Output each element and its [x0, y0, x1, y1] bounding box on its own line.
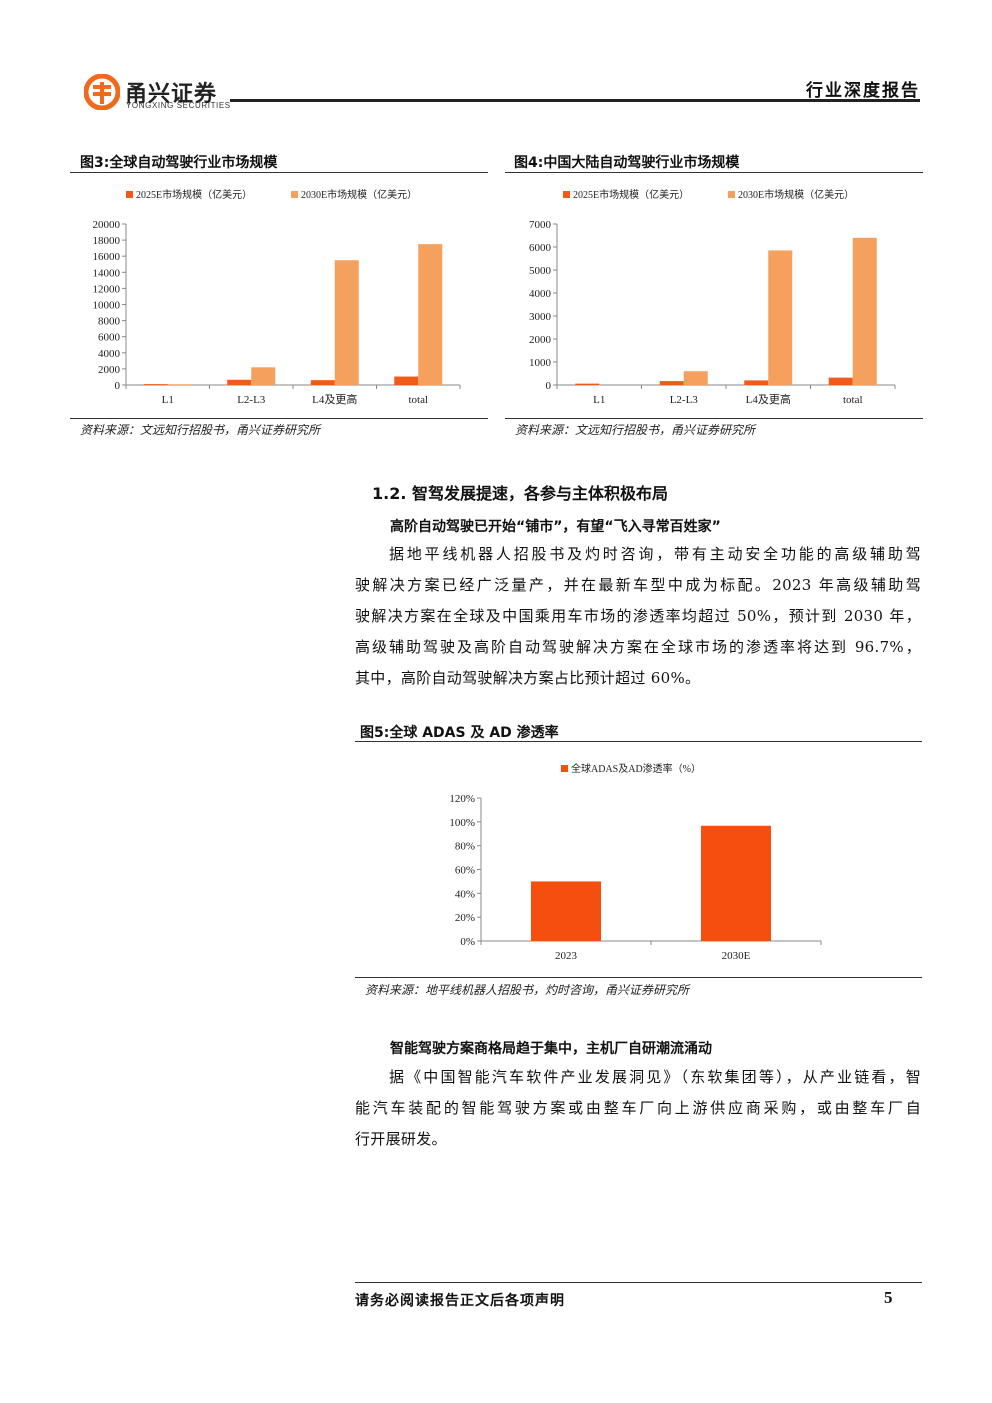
company-name-en: YONGXING SECURITIES	[126, 101, 231, 110]
fig3-source: 资料来源：文远知行招股书，甬兴证券研究所	[80, 423, 321, 437]
y-tick-label: 6000	[529, 242, 552, 254]
fig4-chart: 2025E市场规模（亿美元） 2030E市场规模（亿美元） 0 1000 2000 300…	[505, 176, 923, 416]
bar-1	[659, 381, 684, 385]
paragraph-2-line: 能汽车装配的智能驾驶方案或由整车厂向上游供应商采购，或由整车厂自	[355, 1099, 921, 1117]
footer-notice: 请务必阅读报告正文后各项声明	[355, 1293, 565, 1309]
x-tick-label: L2-L3	[670, 394, 699, 406]
y-tick-label: 18000	[93, 235, 121, 247]
fig4-title: 图4:中国大陆自动驾驶行业市场规模	[514, 155, 740, 171]
y-tick-label: 16000	[93, 251, 121, 263]
y-tick-label: 4000	[529, 288, 552, 300]
bar-1	[701, 825, 771, 941]
fig5-chart: 全球ADAS及AD渗透率（%） 0% 20% 40% 60% 80% 100% 120% 202…	[355, 745, 922, 975]
fig5-bottom-rule	[355, 977, 922, 978]
paragraph-1-line: 驶解决方案在全球及中国乘用车市场的渗透率均超过 50%，预计到 2030 年，	[355, 607, 921, 625]
y-tick-label: 0	[115, 380, 121, 392]
y-tick-label: 100%	[449, 817, 475, 829]
paragraph-1-line: 高级辅助驾驶及高阶自动驾驶解决方案在全球市场的渗透率将达到 96.7%，	[355, 638, 921, 656]
x-tick-label: total	[408, 394, 428, 406]
bar-1	[310, 380, 335, 385]
paragraph-1: 据地平线机器人招股书及灼时咨询，带有主动安全功能的高级辅助驾 驶解决方案已经广泛…	[355, 539, 921, 694]
fig4-bottom-rule	[505, 418, 923, 419]
y-tick-label: 14000	[93, 267, 121, 279]
fig4-source: 资料来源：文远知行招股书，甬兴证券研究所	[515, 423, 756, 437]
y-tick-label: 80%	[455, 841, 475, 853]
subheading-2: 智能驾驶方案商格局趋于集中，主机厂自研潮流涌动	[390, 1041, 712, 1057]
bar-2	[768, 250, 793, 385]
legend-label: 2025E市场规模（亿美元）	[573, 188, 689, 201]
bar-1	[143, 384, 168, 385]
report-type-label: 行业深度报告	[806, 81, 920, 101]
fig5-title: 图5:全球 ADAS 及 AD 渗透率	[360, 725, 559, 741]
x-tick-label: L1	[162, 394, 174, 406]
bar-1	[828, 377, 853, 385]
x-tick-label: 2023	[555, 950, 578, 962]
paragraph-1-line: 驶解决方案已经广泛量产，并在最新车型中成为标配。2023 年高级辅助驾	[355, 576, 921, 594]
y-tick-label: 5000	[529, 265, 552, 277]
fig3-chart: 2025E市场规模（亿美元） 2030E市场规模（亿美元） 0 2000 4000 600…	[70, 176, 488, 416]
y-tick-label: 0%	[460, 936, 475, 948]
y-tick-label: 40%	[455, 888, 475, 900]
page-number: 5	[884, 1288, 893, 1307]
legend-label: 全球ADAS及AD渗透率（%）	[571, 762, 701, 775]
bar-1	[575, 383, 600, 385]
legend-swatch	[563, 191, 570, 198]
y-tick-label: 1000	[529, 357, 552, 369]
subheading-1: 高阶自动驾驶已开始“铺市”，有望“飞入寻常百姓家”	[390, 519, 721, 535]
x-tick-label: total	[843, 394, 863, 406]
y-tick-label: 0	[546, 380, 552, 392]
bar-2	[167, 384, 192, 385]
company-name-cn: 甬兴证券	[125, 82, 218, 107]
y-tick-label: 20%	[455, 912, 475, 924]
y-tick-label: 12000	[93, 283, 121, 295]
y-tick-label: 60%	[455, 865, 475, 877]
bar-2	[418, 244, 443, 385]
paragraph-2: 据《中国智能汽车软件产业发展洞见》（东软集团等），从产业链看，智 能汽车装配的智…	[355, 1062, 921, 1155]
legend-label: 2030E市场规模（亿美元）	[738, 188, 854, 201]
bar-1	[531, 881, 601, 941]
bar-1	[394, 376, 419, 385]
legend-swatch	[126, 191, 133, 198]
y-tick-label: 4000	[98, 348, 121, 360]
fig3-top-rule	[70, 172, 488, 173]
fig3-title: 图3:全球自动驾驶行业市场规模	[80, 155, 278, 171]
y-tick-label: 6000	[98, 332, 121, 344]
fig5-source: 资料来源：地平线机器人招股书，灼时咨询，甬兴证券研究所	[365, 983, 690, 997]
paragraph-2-line: 据《中国智能汽车软件产业发展洞见》（东软集团等），从产业链看，智	[389, 1068, 921, 1086]
header-divider	[230, 99, 920, 102]
fig3-bottom-rule	[70, 418, 488, 419]
y-tick-label: 10000	[93, 300, 121, 312]
bar-2	[251, 367, 276, 385]
y-tick-label: 2000	[529, 334, 552, 346]
y-tick-label: 3000	[529, 311, 552, 323]
x-tick-label: L1	[593, 394, 605, 406]
company-logo-icon	[84, 74, 120, 110]
bar-1	[744, 380, 769, 385]
x-tick-label: L2-L3	[237, 394, 266, 406]
bar-2	[683, 371, 708, 385]
y-tick-label: 120%	[449, 793, 475, 805]
fig5-top-rule	[355, 741, 922, 742]
paragraph-2-line: 行开展研发。	[355, 1130, 447, 1148]
legend-label: 2025E市场规模（亿美元）	[136, 188, 252, 201]
paragraph-1-line: 其中，高阶自动驾驶解决方案占比预计超过 60%。	[355, 669, 701, 687]
bar-2	[334, 260, 359, 385]
paragraph-1-line: 据地平线机器人招股书及灼时咨询，带有主动安全功能的高级辅助驾	[389, 545, 921, 563]
legend-label: 2030E市场规模（亿美元）	[301, 188, 417, 201]
footer-divider	[355, 1282, 922, 1283]
bar-1	[227, 379, 252, 385]
legend-swatch	[561, 765, 568, 772]
fig4-top-rule	[505, 172, 923, 173]
bar-2	[852, 237, 877, 385]
legend-swatch	[291, 191, 298, 198]
section-heading: 1.2. 智驾发展提速，各参与主体积极布局	[372, 484, 668, 503]
x-tick-label: L4及更高	[746, 392, 791, 406]
y-tick-label: 2000	[98, 364, 121, 376]
x-tick-label: 2030E	[722, 950, 751, 962]
y-tick-label: 8000	[98, 316, 121, 328]
y-tick-label: 20000	[93, 219, 121, 231]
y-tick-label: 7000	[529, 219, 552, 231]
legend-swatch	[728, 191, 735, 198]
x-tick-label: L4及更高	[312, 392, 357, 406]
